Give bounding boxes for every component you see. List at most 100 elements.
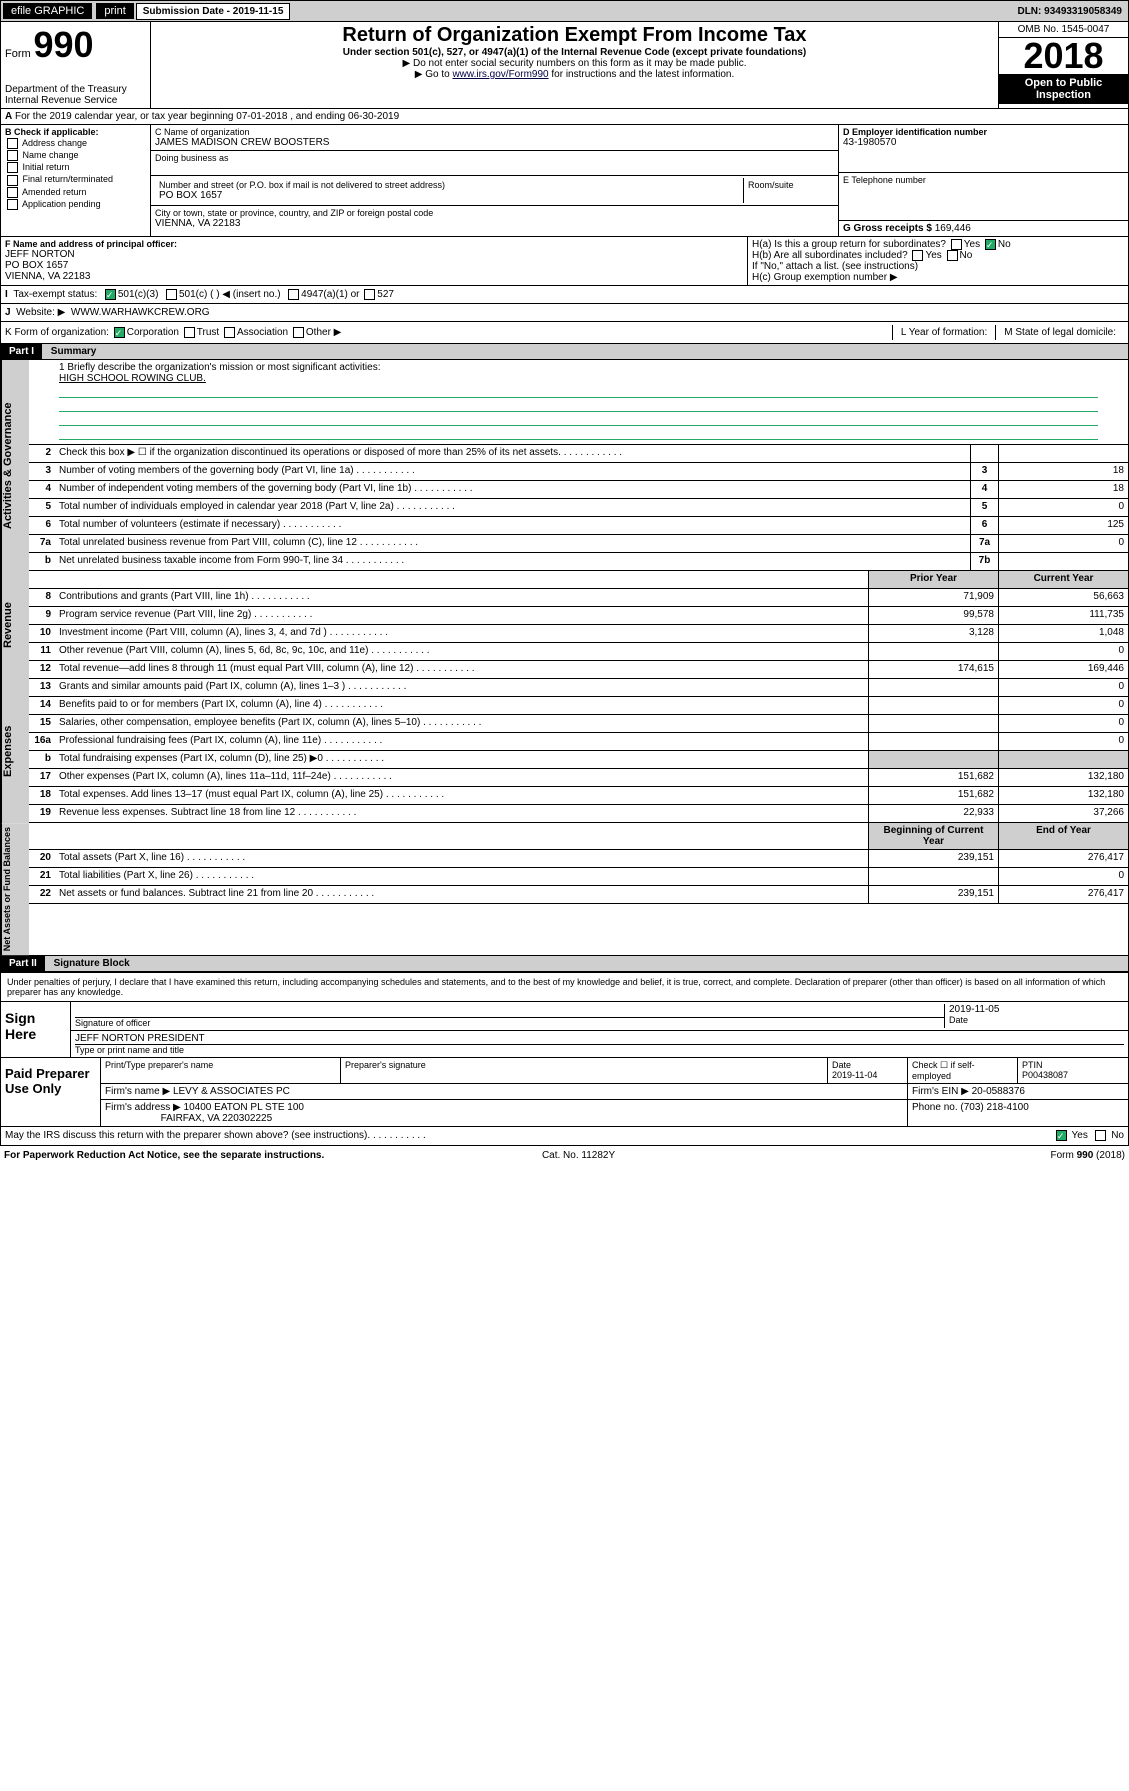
current-year-hdr: Current Year [998, 571, 1128, 588]
firm-ein-label: Firm's EIN ▶ [912, 1086, 969, 1097]
line-j: J Website: ▶ WWW.WARHAWKCREW.ORG [0, 304, 1129, 322]
prior-year-hdr: Prior Year [868, 571, 998, 588]
b-header: B Check if applicable: [5, 127, 146, 137]
part1-header: Part I [1, 344, 42, 359]
table-row: 20Total assets (Part X, line 16)239,1512… [29, 850, 1128, 868]
chk-501c[interactable] [166, 289, 177, 300]
firm-name-row: Firm's name ▶ LEVY & ASSOCIATES PC Firm'… [101, 1084, 1128, 1100]
revenue-header-row: Prior Year Current Year [29, 571, 1128, 589]
declaration-text: Under penalties of perjury, I declare th… [1, 973, 1128, 1002]
line-i: I Tax-exempt status: ✓ 501(c)(3) 501(c) … [0, 286, 1129, 304]
ptin-value: P00438087 [1022, 1070, 1068, 1080]
prep-date: 2019-11-04 [832, 1070, 877, 1080]
sign-here-label: Sign Here [1, 1002, 71, 1057]
self-employed-hdr: Check ☐ if self-employed [908, 1058, 1018, 1083]
table-row: bTotal fundraising expenses (Part IX, co… [29, 751, 1128, 769]
k-label: K Form of organization: [5, 327, 109, 338]
signature-block: Under penalties of perjury, I declare th… [0, 973, 1129, 1058]
top-bar: efile GRAPHIC print Submission Date - 20… [0, 0, 1129, 22]
chk-4947[interactable] [288, 289, 299, 300]
print-button[interactable]: print [96, 3, 133, 19]
discuss-yes[interactable]: ✓ [1056, 1130, 1067, 1141]
table-row: 15Salaries, other compensation, employee… [29, 715, 1128, 733]
firm-name: LEVY & ASSOCIATES PC [173, 1086, 290, 1097]
table-row: 9Program service revenue (Part VIII, lin… [29, 607, 1128, 625]
footer-right: Form 990 (2018) [1050, 1150, 1124, 1161]
open-inspection: Open to Public Inspection [999, 74, 1128, 104]
h-a: H(a) Is this a group return for subordin… [752, 239, 1124, 250]
part2-header: Part II [1, 956, 45, 971]
dln: DLN: 93493319058349 [1017, 6, 1128, 17]
vtab-governance: Activities & Governance [1, 360, 29, 571]
org-address: PO BOX 1657 [159, 190, 739, 201]
paid-preparer-label: Paid Preparer Use Only [1, 1058, 101, 1126]
firm-ein: 20-0588376 [972, 1086, 1025, 1097]
block-fh: F Name and address of principal officer:… [0, 237, 1129, 286]
part1-title: Summary [45, 346, 97, 357]
chk-trust[interactable] [184, 327, 195, 338]
na-header-row: Beginning of Current Year End of Year [29, 823, 1128, 850]
col-c: C Name of organization JAMES MADISON CRE… [151, 125, 838, 236]
table-row: 13Grants and similar amounts paid (Part … [29, 679, 1128, 697]
sign-date-label: Date [949, 1015, 1124, 1025]
col-de: D Employer identification number 43-1980… [838, 125, 1128, 236]
tax-year: 2018 [999, 38, 1128, 74]
dba-label: Doing business as [155, 153, 834, 163]
signature-label: Signature of officer [75, 1018, 944, 1028]
gov-line: 4Number of independent voting members of… [29, 481, 1128, 499]
part-2: Part II Signature Block [0, 956, 1129, 973]
chk-address-change[interactable]: Address change [5, 138, 146, 149]
state-domicile-label: M State of legal domicile: [995, 325, 1124, 340]
chk-name-change[interactable]: Name change [5, 150, 146, 161]
table-row: 10Investment income (Part VIII, column (… [29, 625, 1128, 643]
discuss-no[interactable] [1095, 1130, 1106, 1141]
chk-application-pending[interactable]: Application pending [5, 199, 146, 210]
col-b: B Check if applicable: Address change Na… [1, 125, 151, 236]
chk-amended-return[interactable]: Amended return [5, 187, 146, 198]
sign-date: 2019-11-05 [949, 1004, 1124, 1015]
footer-left: For Paperwork Reduction Act Notice, see … [4, 1150, 324, 1161]
discuss-text: May the IRS discuss this return with the… [5, 1130, 367, 1141]
year-formation-label: L Year of formation: [892, 325, 995, 340]
entity-block: B Check if applicable: Address change Na… [0, 125, 1129, 237]
form990-link[interactable]: www.irs.gov/Form990 [452, 69, 548, 80]
part2-title: Signature Block [48, 958, 130, 969]
end-year-hdr: End of Year [998, 823, 1128, 849]
part-1: Part I Summary Activities & Governance 1… [0, 344, 1129, 956]
chk-501c3[interactable]: ✓ [105, 289, 116, 300]
firm-phone: (703) 218-4100 [960, 1102, 1028, 1113]
officer-name: JEFF NORTON [5, 249, 743, 260]
gov-line: 3Number of voting members of the governi… [29, 463, 1128, 481]
org-name: JAMES MADISON CREW BOOSTERS [155, 137, 834, 148]
line-a: A For the 2019 calendar year, or tax yea… [0, 109, 1129, 125]
room-label: Room/suite [744, 178, 834, 203]
table-row: 12Total revenue—add lines 8 through 11 (… [29, 661, 1128, 679]
chk-final-return[interactable]: Final return/terminated [5, 174, 146, 185]
chk-initial-return[interactable]: Initial return [5, 162, 146, 173]
firm-addr-row: Firm's address ▶ 10400 EATON PL STE 100 … [101, 1100, 1128, 1126]
officer-label: F Name and address of principal officer: [5, 239, 743, 249]
table-row: 18Total expenses. Add lines 13–17 (must … [29, 787, 1128, 805]
table-row: 11Other revenue (Part VIII, column (A), … [29, 643, 1128, 661]
vtab-expenses: Expenses [1, 679, 29, 823]
firm-addr1: 10400 EATON PL STE 100 [184, 1102, 304, 1113]
prep-date-hdr: Date [832, 1060, 851, 1070]
paid-preparer-block: Paid Preparer Use Only Print/Type prepar… [0, 1058, 1129, 1127]
city-label: City or town, state or province, country… [155, 208, 834, 218]
vtab-net-assets: Net Assets or Fund Balances [1, 823, 29, 955]
chk-corporation[interactable]: ✓ [114, 327, 125, 338]
table-row: 21Total liabilities (Part X, line 26)0 [29, 868, 1128, 886]
form-subtitle: Under section 501(c), 527, or 4947(a)(1)… [153, 47, 996, 58]
line-k: K Form of organization: ✓ Corporation Tr… [0, 322, 1129, 344]
chk-527[interactable] [364, 289, 375, 300]
gov-line: bNet unrelated business taxable income f… [29, 553, 1128, 571]
website-value: WWW.WARHAWKCREW.ORG [71, 307, 210, 318]
gov-line: 5Total number of individuals employed in… [29, 499, 1128, 517]
gov-line: 2Check this box ▶ ☐ if the organization … [29, 445, 1128, 463]
firm-phone-label: Phone no. [912, 1102, 958, 1113]
instruction-2: ▶ Go to www.irs.gov/Form990 for instruct… [153, 69, 996, 80]
chk-association[interactable] [224, 327, 235, 338]
firm-addr-label: Firm's address ▶ [105, 1102, 181, 1113]
page-footer: For Paperwork Reduction Act Notice, see … [0, 1146, 1129, 1165]
chk-other[interactable] [293, 327, 304, 338]
